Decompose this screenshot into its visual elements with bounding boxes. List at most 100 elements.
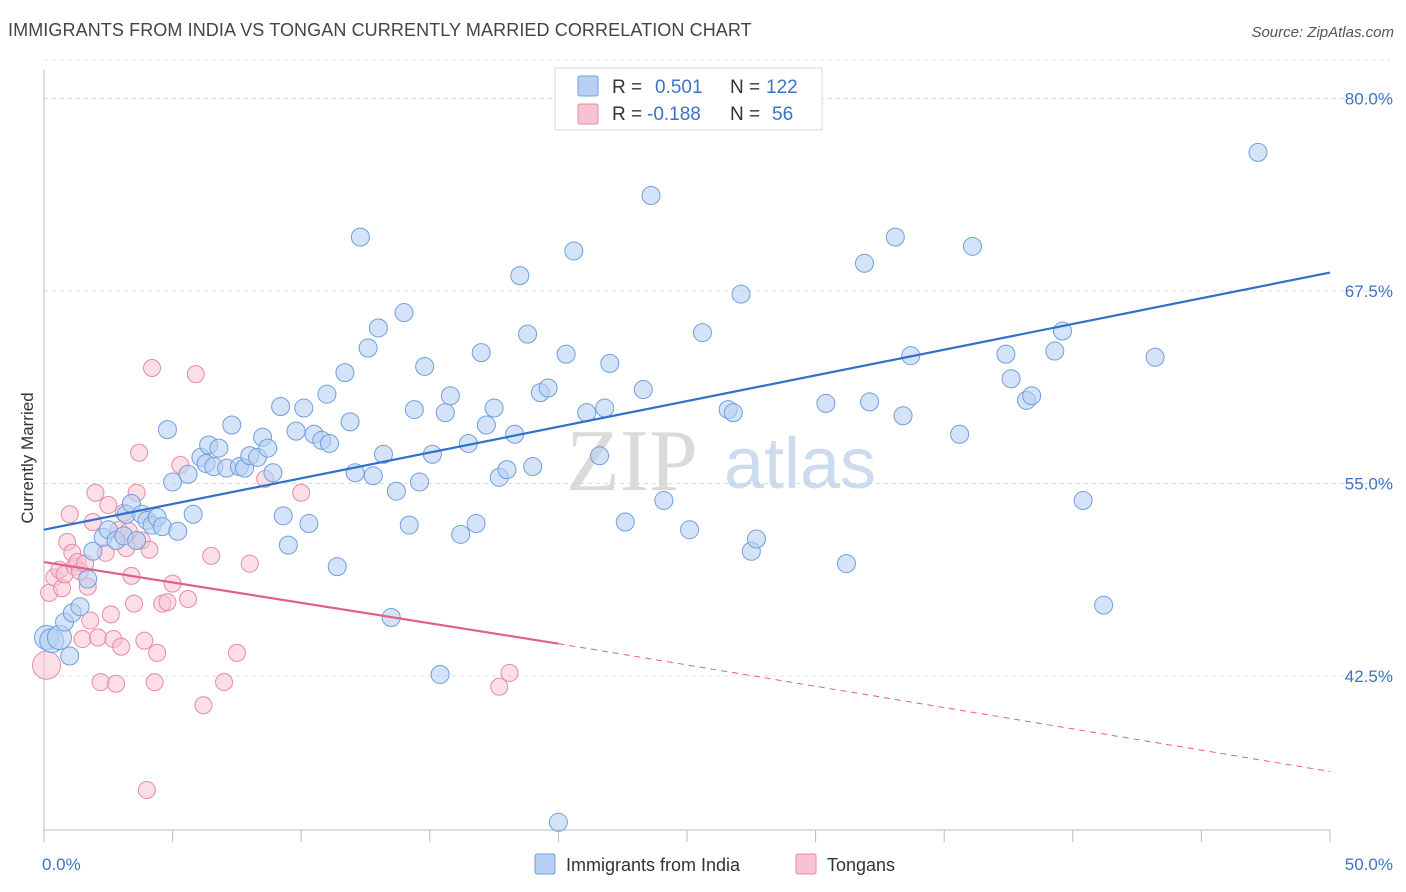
chart-source: Source: ZipAtlas.com	[1251, 24, 1394, 41]
tongan-point	[490, 677, 509, 696]
tongan-point	[81, 611, 100, 630]
india-point	[157, 420, 177, 440]
tongan-point	[107, 674, 126, 693]
x-tick-label: 50.0%	[1345, 855, 1393, 874]
india-point	[510, 266, 530, 286]
india-point	[471, 343, 491, 363]
india-point	[466, 514, 486, 534]
watermark-atlas: atlas	[724, 424, 876, 504]
india-point	[271, 397, 291, 416]
india-point	[1045, 341, 1065, 361]
india-points	[34, 142, 1268, 832]
tongan-point	[101, 605, 120, 624]
india-point	[451, 524, 471, 544]
india-point	[538, 378, 558, 398]
india-point	[1001, 369, 1021, 389]
tongan-point	[202, 546, 221, 565]
india-point	[476, 415, 496, 435]
bottom-legend-label-tongan: Tongans	[827, 855, 895, 875]
axes	[43, 70, 1331, 842]
india-point	[327, 557, 347, 577]
tongan-point	[158, 593, 177, 612]
legend-r-label-india: R =	[612, 77, 642, 98]
india-point	[404, 400, 424, 420]
tongan-point	[91, 673, 110, 692]
india-point	[222, 415, 242, 435]
tongan-point	[186, 365, 205, 384]
legend-n-label-tongan: N =	[730, 104, 760, 125]
india-point	[258, 438, 278, 458]
india-point	[746, 529, 766, 549]
india-point	[163, 472, 183, 492]
india-point	[633, 380, 653, 400]
tongan-point	[227, 643, 246, 662]
india-point	[399, 515, 419, 535]
india-point	[836, 554, 856, 574]
india-point	[523, 457, 543, 477]
india-point	[854, 253, 874, 273]
india-point	[600, 353, 620, 373]
tongan-point	[143, 359, 162, 377]
india-point	[518, 324, 538, 344]
tongan-point	[89, 628, 108, 647]
tongan-point	[145, 673, 164, 692]
tongan-point	[130, 443, 149, 462]
india-point	[209, 438, 229, 458]
tongan-point	[73, 630, 92, 649]
india-point	[60, 646, 80, 666]
india-point	[497, 460, 517, 480]
india-point	[950, 424, 970, 444]
india-point	[680, 520, 700, 540]
india-point	[996, 344, 1016, 364]
tongan-point	[240, 554, 259, 573]
watermark-zip: ZIP	[566, 413, 698, 510]
india-point	[692, 323, 712, 343]
india-point	[263, 463, 283, 483]
chart-title: IMMIGRANTS FROM INDIA VS TONGAN CURRENTL…	[8, 20, 752, 40]
india-point	[340, 412, 360, 432]
x-tick-label: 0.0%	[42, 855, 81, 874]
tongan-point	[292, 483, 311, 502]
india-point	[319, 433, 339, 453]
india-point	[394, 303, 414, 323]
india-point	[294, 398, 314, 418]
india-point	[358, 338, 378, 358]
india-point	[1073, 490, 1093, 510]
india-point	[317, 384, 337, 404]
india-point	[548, 812, 568, 832]
india-point	[885, 227, 905, 247]
tongan-point	[179, 590, 198, 608]
legend-n-value-tongan: 56	[772, 104, 793, 125]
tongan-point	[148, 643, 167, 662]
india-point	[410, 472, 430, 492]
tongan-point	[112, 637, 131, 656]
legend-box	[554, 67, 823, 131]
india-point	[368, 318, 388, 338]
india-point	[183, 504, 203, 524]
india-point	[335, 363, 355, 383]
india-point	[83, 541, 103, 561]
legend-n-value-india: 122	[766, 77, 798, 98]
india-point	[962, 236, 982, 256]
y-tick-label: 67.5%	[1345, 282, 1393, 301]
india-point	[723, 403, 743, 423]
india-point	[386, 481, 406, 501]
india-point	[641, 186, 661, 206]
legend-n-label-india: N =	[730, 77, 760, 98]
legend-swatch-india	[577, 75, 599, 97]
legend-r-label-tongan: R =	[612, 104, 642, 125]
legend-r-value-india: 0.501	[655, 77, 703, 98]
tongan-point	[86, 483, 105, 502]
india-point	[127, 530, 147, 550]
india-point	[484, 398, 504, 418]
india-point	[70, 597, 90, 617]
india-point	[440, 386, 460, 406]
india-point	[415, 356, 435, 376]
india-point	[435, 403, 455, 423]
india-point	[1022, 386, 1042, 406]
tick-labels: 42.5% 55.0% 67.5% 80.0% 0.0% 50.0%	[42, 90, 1393, 875]
legend-r-value-tongan: -0.188	[647, 104, 701, 125]
bottom-legend: Immigrants from India Tongans	[534, 853, 895, 875]
india-point	[1094, 595, 1114, 615]
